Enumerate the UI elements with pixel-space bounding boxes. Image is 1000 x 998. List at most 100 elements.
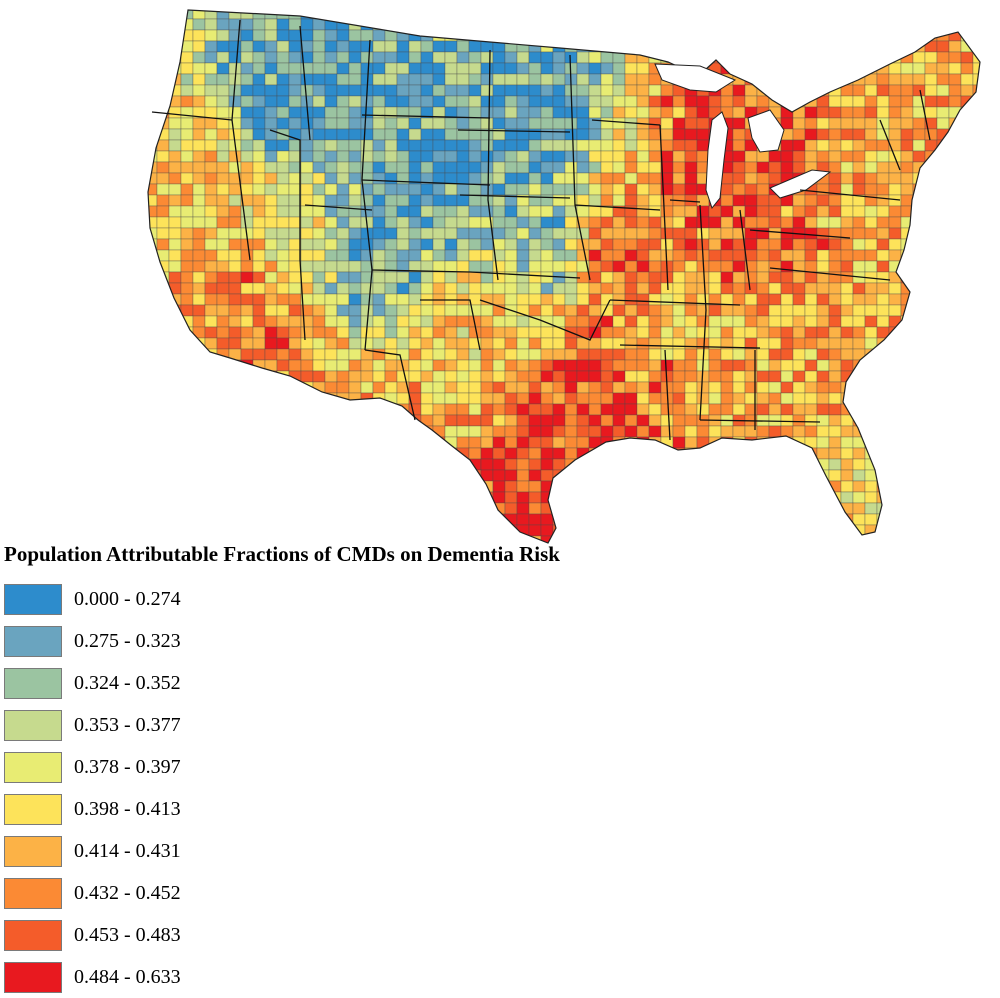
county-cell (876, 249, 890, 262)
county-cell (720, 29, 734, 42)
county-cell (480, 51, 494, 64)
county-cell (324, 238, 338, 251)
county-cell (756, 249, 770, 262)
county-cell (648, 370, 662, 383)
county-cell (612, 271, 626, 284)
county-cell (900, 183, 914, 196)
county-cell (876, 84, 890, 97)
county-cell (148, 414, 158, 427)
county-cell (228, 183, 242, 196)
county-cell (216, 238, 230, 251)
county-cell (156, 227, 170, 240)
county-cell (156, 282, 170, 295)
county-cell (408, 381, 422, 394)
county-cell (696, 271, 710, 284)
county-cell (420, 128, 434, 141)
county-cell (204, 370, 218, 383)
county-cell (924, 227, 938, 240)
county-cell (384, 447, 398, 460)
county-cell (228, 106, 242, 119)
county-cell (744, 513, 758, 526)
county-cell (504, 29, 518, 42)
county-cell (348, 194, 362, 207)
county-cell (924, 436, 938, 449)
county-cell (612, 480, 626, 493)
county-cell (180, 216, 194, 229)
county-cell (408, 18, 422, 31)
county-cell (972, 238, 980, 251)
county-cell (552, 84, 566, 97)
county-cell (888, 205, 902, 218)
county-cell (888, 381, 902, 394)
county-cell (972, 84, 980, 97)
county-cell (216, 10, 230, 20)
county-cell (492, 392, 506, 405)
county-cell (300, 117, 314, 130)
county-cell (732, 216, 746, 229)
county-cell (148, 326, 158, 339)
county-cell (516, 436, 530, 449)
county-cell (828, 414, 842, 427)
county-cell (324, 29, 338, 42)
county-cell (372, 95, 386, 108)
county-cell (540, 370, 554, 383)
county-cell (768, 18, 782, 31)
county-cell (852, 150, 866, 163)
county-cell (768, 359, 782, 372)
county-cell (216, 524, 230, 537)
county-cell (768, 29, 782, 42)
county-cell (936, 282, 950, 295)
county-cell (924, 282, 938, 295)
county-cell (564, 128, 578, 141)
county-cell (924, 304, 938, 317)
county-cell (492, 480, 506, 493)
county-cell (504, 150, 518, 163)
county-cell (384, 370, 398, 383)
county-cell (600, 40, 614, 53)
county-cell (960, 326, 974, 339)
county-cell (840, 62, 854, 75)
county-cell (985, 316, 997, 327)
county-cell (708, 524, 722, 537)
county-cell (720, 183, 734, 196)
county-cell (888, 513, 902, 526)
county-cell (936, 458, 950, 471)
county-cell (396, 403, 410, 416)
county-cell (564, 524, 578, 537)
county-cell (240, 29, 254, 42)
county-cell (396, 51, 410, 64)
county-cell (960, 304, 974, 317)
county-cell (396, 513, 410, 526)
county-cell (828, 359, 842, 372)
county-cell (396, 436, 410, 449)
county-cell (768, 447, 782, 460)
county-cell (240, 469, 254, 482)
county-cell (148, 524, 158, 537)
county-cell (552, 425, 566, 438)
county-cell (312, 304, 326, 317)
county-cell (372, 62, 386, 75)
county-cell (972, 73, 980, 86)
county-cell (420, 18, 434, 31)
county-cell (744, 469, 758, 482)
county-cell (420, 51, 434, 64)
county-cell (540, 469, 554, 482)
county-cell (732, 513, 746, 526)
county-cell (816, 84, 830, 97)
county-cell (396, 502, 410, 515)
legend-label: 0.414 - 0.431 (74, 839, 181, 862)
county-cell (276, 18, 290, 31)
county-cell (468, 480, 482, 493)
county-cell (216, 513, 230, 526)
county-cell (204, 392, 218, 405)
county-cell (924, 10, 938, 20)
county-cell (588, 84, 602, 97)
county-cell (444, 458, 458, 471)
county-cell (780, 425, 794, 438)
county-cell (372, 73, 386, 86)
county-cell (924, 194, 938, 207)
county-cell (468, 260, 482, 273)
county-cell (708, 238, 722, 251)
county-cell (624, 227, 638, 240)
county-cell (468, 271, 482, 284)
